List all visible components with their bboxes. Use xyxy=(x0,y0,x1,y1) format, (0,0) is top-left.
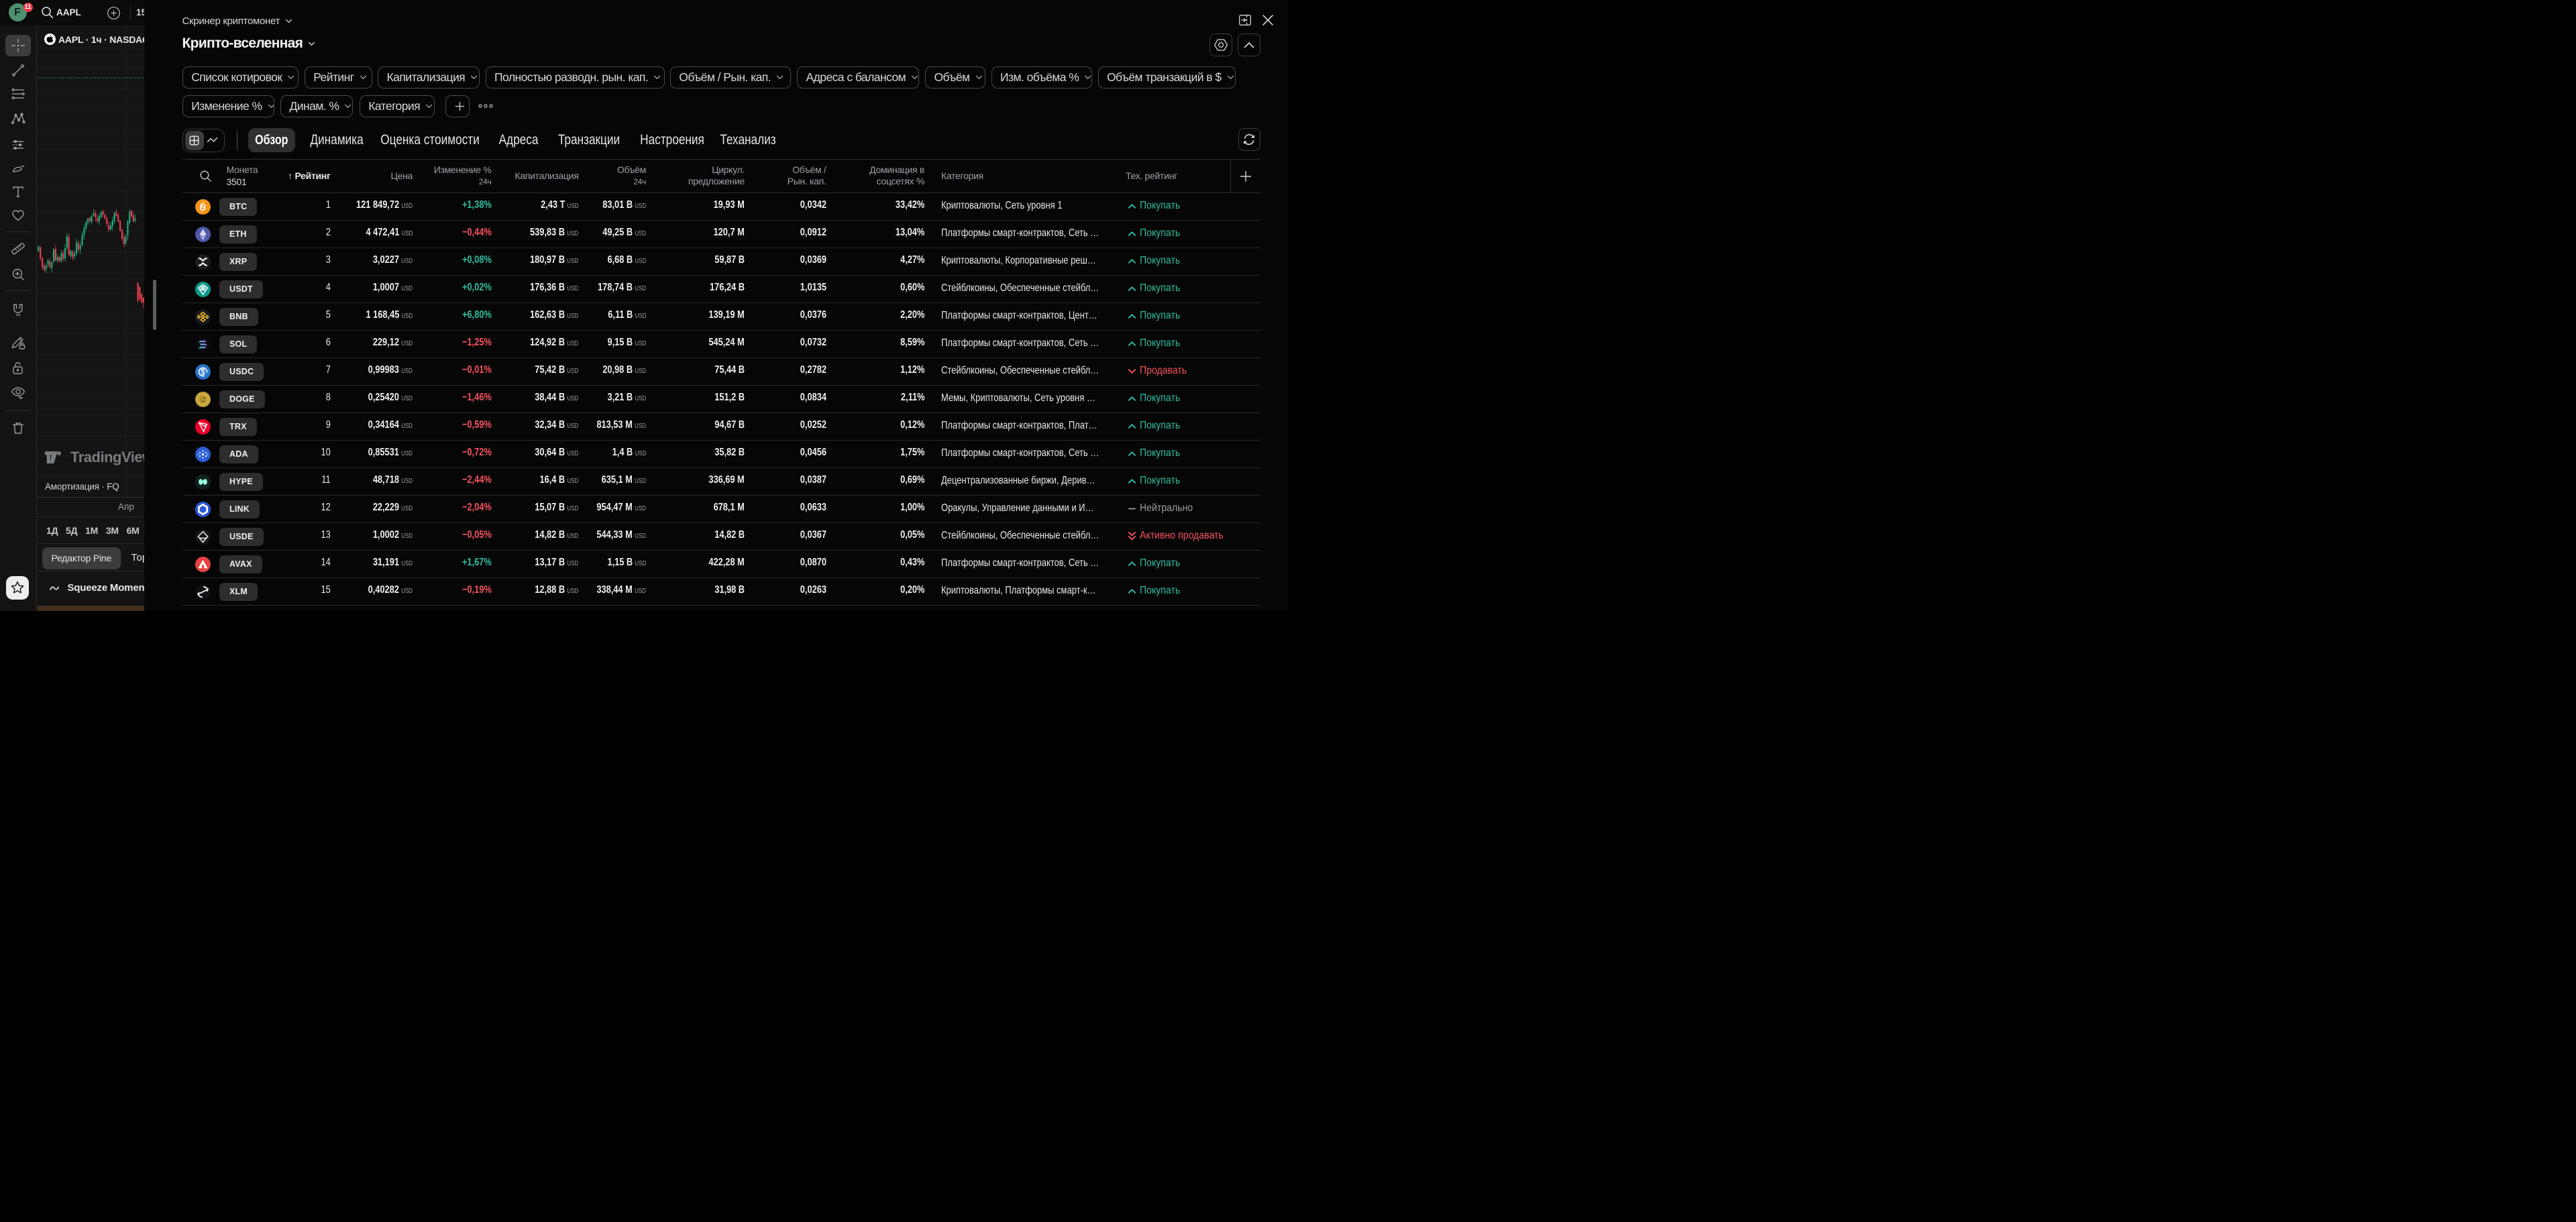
svg-text:B: B xyxy=(199,202,207,213)
svg-text:$: $ xyxy=(201,369,206,377)
